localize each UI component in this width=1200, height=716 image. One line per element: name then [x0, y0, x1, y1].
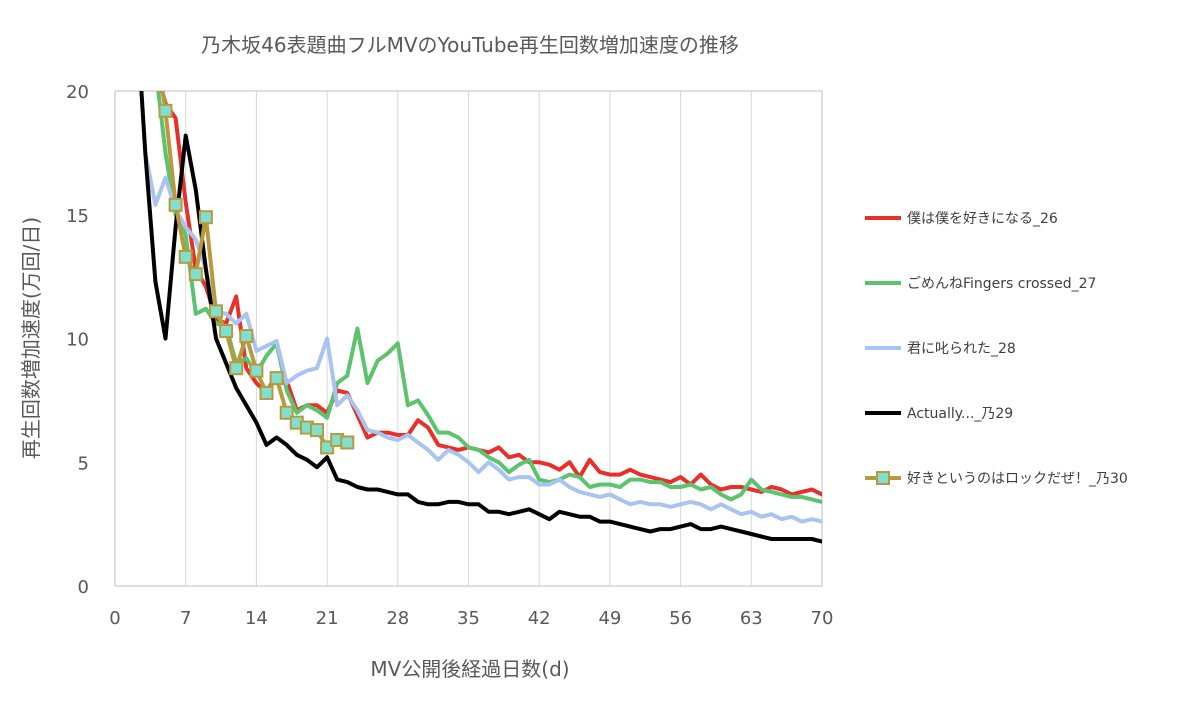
series-line-3	[143, 150, 822, 524]
y-tick-label: 10	[66, 330, 89, 351]
x-tick-label: 0	[109, 608, 120, 629]
data-point	[209, 304, 223, 319]
data-point	[249, 363, 264, 378]
plot-border	[114, 90, 823, 587]
data-point	[168, 197, 183, 212]
y-tick-label: 15	[66, 206, 89, 227]
data-point	[320, 440, 335, 455]
x-tick-label: 63	[740, 608, 763, 629]
y-axis-label: 再生回数増加速度(万回/日)	[19, 217, 43, 459]
data-point	[239, 329, 254, 344]
x-tick-label: 56	[669, 608, 692, 629]
series-line-2	[156, 91, 822, 504]
data-point	[340, 435, 355, 450]
x-tick-label: 28	[386, 608, 409, 629]
series-markers	[158, 103, 355, 455]
x-tick-label: 49	[598, 608, 621, 629]
x-axis-ticks: 0 7 14 21 28 35 42 49 56 63 70	[109, 608, 833, 629]
data-point	[219, 324, 234, 339]
series-line-1	[160, 91, 822, 497]
y-tick-label: 0	[78, 577, 89, 598]
data-point	[158, 103, 173, 118]
legend-item-4: Actually..._乃29	[865, 406, 1013, 422]
x-tick-label: 35	[457, 608, 480, 629]
legend: 僕は僕を好きになる_26 ごめんねFingers crossed_27 君に叱られた…	[865, 211, 1128, 487]
legend-label: 君に叱られた_28	[907, 341, 1016, 357]
legend-item-5: 好きというのはロックだぜ！_乃30	[865, 471, 1128, 487]
data-point	[269, 371, 284, 386]
y-tick-label: 20	[66, 82, 89, 103]
gridlines	[185, 91, 752, 586]
legend-item-2: ごめんねFingers crossed_27	[865, 276, 1096, 292]
series-line-4	[139, 91, 822, 544]
legend-label: 僕は僕を好きになる_26	[907, 211, 1058, 227]
legend-label: ごめんねFingers crossed_27	[907, 276, 1096, 292]
legend-marker	[876, 471, 890, 485]
x-tick-label: 21	[316, 608, 339, 629]
x-tick-label: 7	[180, 608, 191, 629]
legend-item-3: 君に叱られた_28	[865, 341, 1016, 357]
x-tick-label: 42	[528, 608, 551, 629]
legend-item-1: 僕は僕を好きになる_26	[865, 211, 1058, 227]
legend-label: Actually..._乃29	[907, 406, 1013, 422]
y-tick-label: 5	[78, 453, 89, 474]
x-axis-label: MV公開後経過日数(d)	[370, 657, 569, 681]
data-point	[279, 405, 294, 420]
data-point	[188, 267, 203, 282]
data-point	[178, 249, 193, 264]
x-tick-label: 14	[245, 608, 268, 629]
data-point	[198, 210, 213, 225]
legend-label: 好きというのはロックだぜ！_乃30	[907, 471, 1128, 487]
chart-title: 乃木坂46表題曲フルMVのYouTube再生回数増加速度の推移	[201, 33, 739, 57]
series-lines	[139, 91, 822, 544]
data-point	[229, 361, 244, 376]
data-point	[259, 385, 274, 400]
x-tick-label: 70	[811, 608, 834, 629]
y-axis-ticks: 0 5 10 15 20	[66, 82, 89, 598]
data-point	[310, 423, 324, 438]
plot-area	[114, 90, 823, 587]
